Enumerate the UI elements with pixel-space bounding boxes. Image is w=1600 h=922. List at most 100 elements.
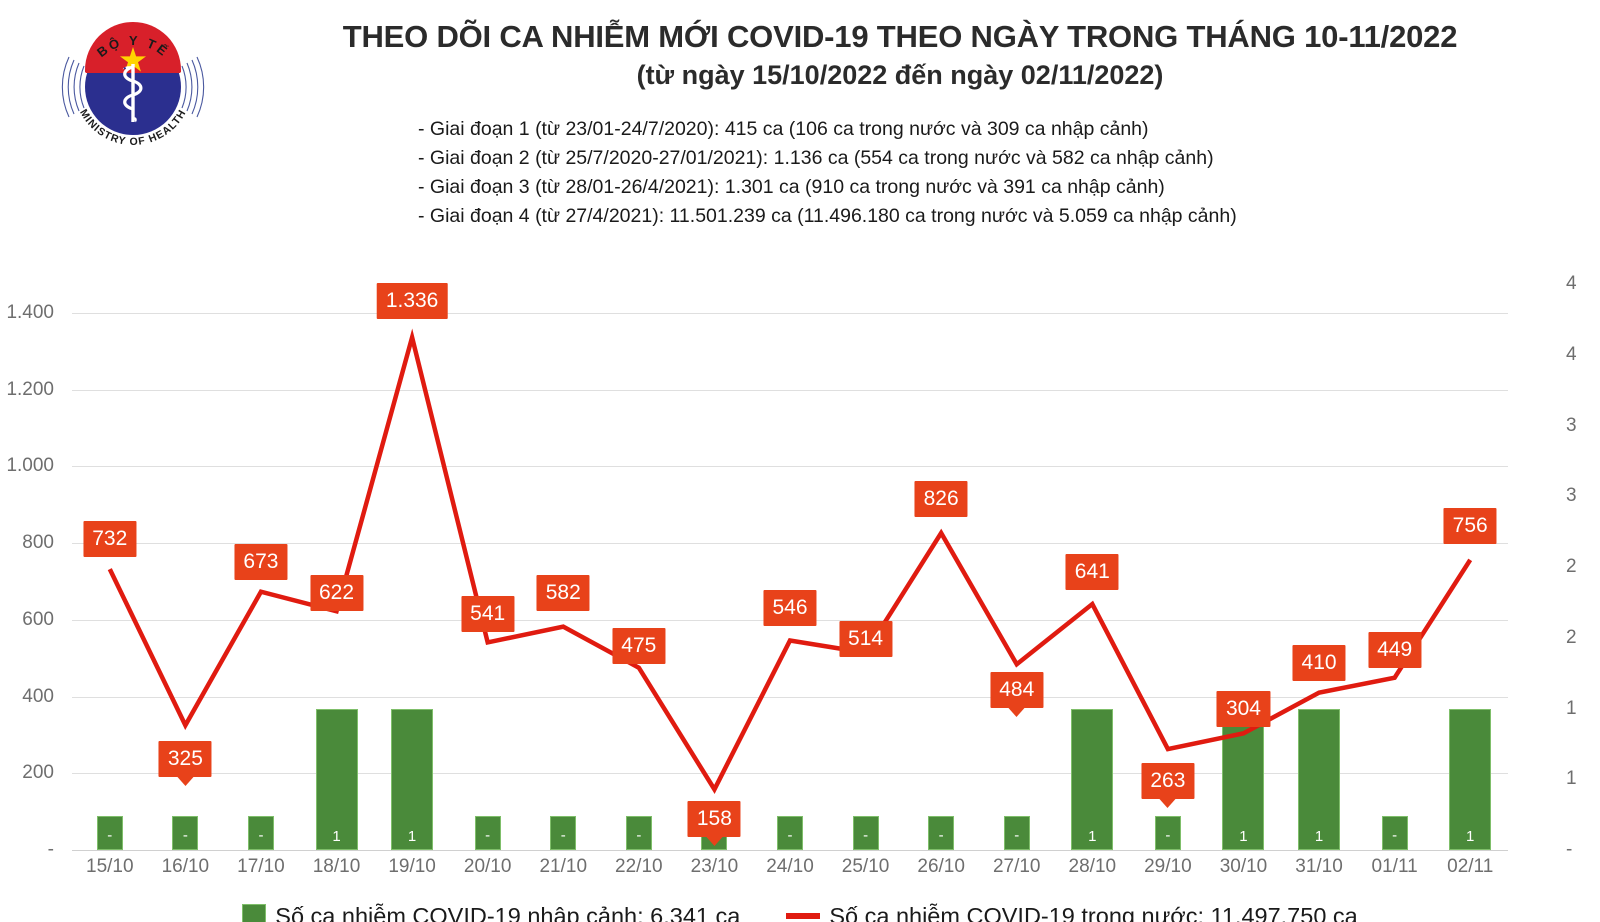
x-axis-tick-label: 18/10 (312, 856, 361, 877)
x-axis-tick-label: 31/10 (1295, 856, 1343, 877)
legend-label-imported: Số ca nhiễm COVID-19 nhập cảnh: 6.341 ca (275, 902, 741, 922)
domestic-cases-value-label: 582 (536, 574, 590, 611)
bar-value-label: - (636, 827, 642, 844)
domestic-cases-value-label: 514 (839, 620, 893, 657)
gridline (72, 466, 1508, 468)
x-axis-ticks: 15/10 16/10 17/10 18/10 19/10 20/10 21/10 22/10… (72, 856, 1508, 890)
x-axis-tick-label: 27/10 (992, 856, 1041, 877)
y-axis-left-tick-label: 600 (22, 608, 54, 630)
bar-imported-cases: - (1154, 816, 1181, 850)
y-axis-right-tick-label: 4 (1566, 273, 1577, 294)
domestic-cases-value-label: 304 (1216, 691, 1270, 728)
y-axis-left-tick-label: 1.400 (6, 301, 54, 323)
bar-value-label: - (107, 827, 113, 844)
domestic-cases-value-label: 484 (990, 672, 1044, 718)
domestic-cases-value-label: 641 (1065, 554, 1119, 591)
x-axis-tick-label: 22/10 (615, 856, 663, 877)
y-axis-left-tick-label: 800 (22, 532, 54, 554)
bar-imported-cases: - (852, 816, 879, 850)
y-axis-left-tick-label: 1.000 (6, 455, 54, 477)
domestic-cases-polyline (107, 328, 1473, 794)
bar-imported-cases: - (474, 816, 501, 850)
domestic-cases-value-label: 622 (309, 575, 364, 612)
bar-imported-cases: 1 (391, 708, 434, 850)
x-axis-tick-label: 20/10 (463, 856, 512, 877)
bar-imported-cases: 1 (1449, 708, 1492, 850)
gridline (72, 312, 1508, 314)
y-axis-right-tick-label: 2 (1566, 556, 1577, 577)
x-axis-tick-label: 26/10 (917, 856, 965, 877)
y-axis-left-tick-label: 1.200 (6, 378, 54, 400)
x-axis-tick-label: 29/10 (1144, 856, 1192, 877)
phase-line-4: - Giai đoạn 4 (từ 27/4/2021): 11.501.239… (418, 204, 1237, 227)
bar-value-label: - (938, 827, 944, 844)
bar-imported-cases: - (1003, 816, 1030, 850)
phase-summary-list: - Giai đoạn 1 (từ 23/01-24/7/2020): 415 … (418, 115, 1538, 230)
y-axis-right-tick-label: 3 (1566, 414, 1577, 436)
bar-imported-cases: 1 (1298, 708, 1341, 850)
x-axis-tick-label: 17/10 (237, 856, 285, 877)
gridline (72, 773, 1508, 775)
phase-line-3: - Giai đoạn 3 (từ 28/01-26/4/2021): 1.30… (418, 175, 1165, 198)
page-title: THEO DÕI CA NHIỄM MỚI COVID-19 THEO NGÀY… (342, 19, 1458, 54)
x-axis-tick-label: 21/10 (539, 856, 588, 877)
red-line-icon (786, 913, 821, 919)
bar-imported-cases: - (550, 816, 577, 850)
bar-value-label: 1 (1314, 828, 1324, 845)
y-axis-left-tick-label: 400 (22, 685, 54, 707)
y-axis-left-tick-label: 200 (22, 762, 54, 784)
green-square-icon (242, 904, 267, 922)
line-series-domestic-cases (107, 328, 1473, 794)
title-block: THEO DÕI CA NHIỄM MỚI COVID-19 THEO NGÀY… (230, 18, 1570, 93)
bar-value-label: 1 (332, 828, 341, 845)
x-axis-tick-label: 24/10 (766, 856, 814, 877)
domestic-cases-value-label: 475 (612, 627, 666, 664)
bar-imported-cases: - (96, 816, 123, 850)
domestic-cases-value-label: 732 (83, 521, 137, 558)
domestic-cases-value-label: 410 (1292, 644, 1346, 681)
domestic-cases-value-label: 826 (914, 481, 968, 518)
bar-imported-cases: - (172, 816, 199, 850)
domestic-cases-value-label: 673 (234, 543, 288, 580)
x-axis-tick-label: 19/10 (388, 856, 436, 877)
bar-value-label: - (787, 827, 793, 844)
y-axis-right-tick-label: - (1566, 839, 1573, 860)
x-axis-tick-label: 02/11 (1447, 856, 1494, 877)
bar-imported-cases: - (777, 816, 803, 850)
bar-value-label: - (1392, 827, 1398, 844)
domestic-cases-value-label: 158 (687, 801, 741, 847)
y-axis-right-tick-label: 4 (1566, 343, 1577, 365)
x-axis-tick-label: 23/10 (690, 856, 739, 877)
domestic-cases-value-label: 1.336 (376, 283, 448, 320)
x-axis-tick-label: 30/10 (1219, 856, 1268, 877)
chart-area: - - - 1 1 - - - - - - - - 1 - 1 1 - 1 732 325 673 622 1.336 541… (0, 236, 1600, 922)
y-axis-right-tick-label: 1 (1566, 697, 1577, 719)
gridline (72, 543, 1508, 545)
gridline (72, 696, 1508, 698)
x-axis-tick-label: 15/10 (86, 856, 134, 877)
legend-label-domestic: Số ca nhiễm COVID-19 trong nước: 11.497.… (829, 902, 1358, 922)
legend-item-imported: Số ca nhiễm COVID-19 nhập cảnh: 6.341 ca (242, 903, 740, 922)
domestic-cases-value-label: 546 (763, 590, 817, 627)
chart-header: BỘ Y TẾ MINISTRY OF HEALTH THEO DÕI CA N… (0, 0, 1600, 240)
bar-value-label: 1 (1239, 828, 1248, 845)
y-axis-right-tick-label: 2 (1566, 626, 1577, 648)
bar-value-label: - (560, 827, 566, 844)
ministry-of-health-logo: BỘ Y TẾ MINISTRY OF HEALTH (58, 12, 208, 162)
bar-imported-cases: 1 (1071, 708, 1114, 850)
bar-imported-cases: - (625, 816, 652, 850)
bar-imported-cases: - (247, 816, 274, 850)
domestic-cases-value-label: 449 (1368, 631, 1422, 668)
domestic-cases-value-label: 541 (461, 596, 515, 633)
domestic-cases-value-label: 263 (1141, 763, 1195, 809)
x-axis-tick-label: 25/10 (841, 856, 890, 877)
page-subtitle: (từ ngày 15/10/2022 đến ngày 02/11/2022) (636, 59, 1164, 90)
chart-legend: Số ca nhiễm COVID-19 nhập cảnh: 6.341 ca… (0, 896, 1600, 922)
x-axis-tick-label: 16/10 (161, 856, 210, 877)
bar-imported-cases: - (928, 816, 955, 850)
x-axis-tick-label: 28/10 (1068, 856, 1117, 877)
bar-value-label: 1 (1466, 828, 1475, 845)
bar-value-label: - (258, 827, 264, 844)
y-axis-left-tick-label: - (47, 839, 54, 860)
